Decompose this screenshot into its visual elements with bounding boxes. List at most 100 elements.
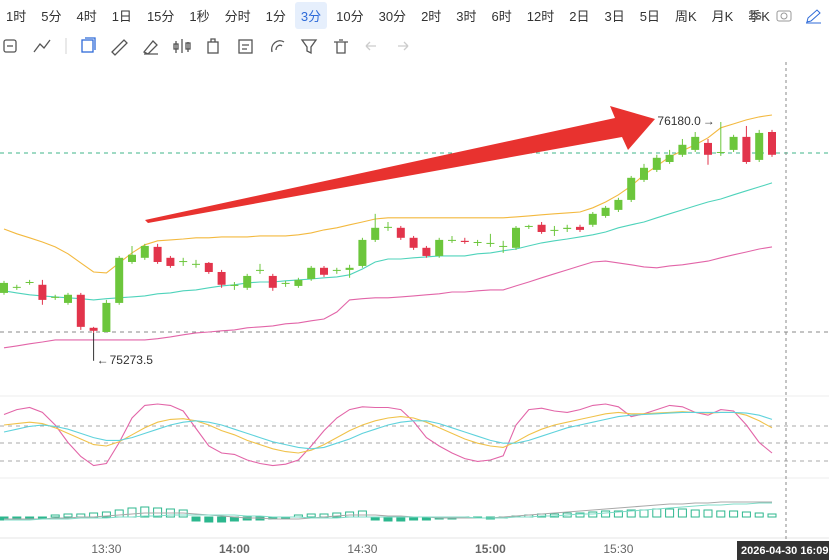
candle-body [576, 226, 584, 230]
histogram-bar [396, 516, 406, 522]
candle-body [230, 284, 239, 286]
candle-body [704, 142, 712, 155]
histogram-bar [677, 508, 687, 518]
interval-button[interactable]: 3时 [456, 8, 477, 24]
candle-body [243, 275, 252, 288]
interval-button[interactable]: 4时 [76, 8, 97, 24]
candle-body [320, 267, 328, 275]
interval-button[interactable]: 2日 [569, 8, 590, 24]
interval-button[interactable]: 3日 [604, 8, 625, 24]
tool-icon[interactable] [207, 38, 219, 54]
tool-icon[interactable] [173, 39, 191, 53]
histogram-bar [741, 511, 751, 518]
histogram-bar [626, 509, 636, 518]
candle-body [140, 245, 149, 258]
candle-body [435, 239, 444, 256]
candle-body [166, 257, 175, 266]
crosshair-label-box [737, 541, 829, 560]
indicator-line [3, 246, 773, 349]
min-label: 75273.5 [110, 353, 154, 367]
indicator-line [3, 411, 773, 450]
tool-icon[interactable] [238, 39, 253, 54]
tool-icon[interactable] [300, 39, 318, 55]
candle-body [524, 225, 533, 227]
max-arrow: → [703, 114, 715, 128]
tool-icon[interactable] [398, 41, 409, 51]
interval-button[interactable]: 3分 [294, 1, 328, 29]
candle-body [640, 167, 648, 180]
histogram-bar [114, 509, 124, 518]
candle-body [396, 227, 405, 238]
camera-icon[interactable] [774, 8, 796, 24]
crosshair-label: 2026-04-30 16:09 [741, 545, 828, 557]
interval-button[interactable]: 30分 [378, 8, 407, 24]
histogram-bar [357, 510, 367, 518]
tool-icon[interactable] [33, 39, 51, 53]
tool-icon[interactable] [111, 39, 128, 56]
candle-body [358, 239, 367, 266]
tool-icon[interactable] [334, 39, 348, 54]
interval-button[interactable]: 1时 [6, 8, 27, 24]
indicator-line [3, 411, 773, 454]
histogram-bar [652, 508, 662, 518]
candle-body [307, 267, 316, 279]
draw-icon[interactable] [804, 8, 824, 24]
candle-body [486, 242, 495, 244]
x-tick-label: 14:00 [219, 542, 250, 556]
tool-icon[interactable] [3, 39, 17, 53]
interval-button[interactable]: 月K [711, 8, 734, 24]
candle-body [460, 240, 469, 242]
tool-icon[interactable] [365, 41, 376, 51]
annotation-arrow [145, 106, 655, 223]
candle-body [153, 246, 162, 262]
interval-button[interactable]: 10分 [336, 8, 364, 24]
tool-bar [3, 37, 409, 56]
candle-body [742, 136, 751, 162]
histogram-bar [613, 510, 623, 518]
candle-body [51, 296, 60, 298]
tool-icon[interactable] [142, 40, 158, 55]
candle-body [588, 213, 597, 225]
candle-body [102, 302, 111, 332]
candle-body [652, 157, 661, 170]
interval-button[interactable]: 季K [748, 8, 770, 24]
speed-button[interactable]: 1s [748, 7, 762, 22]
interval-button[interactable]: 12时 [526, 8, 555, 24]
candle-body [217, 271, 226, 285]
histogram-bar [101, 511, 111, 518]
tool-icon[interactable] [271, 40, 285, 53]
interval-button[interactable]: 周K [674, 8, 697, 24]
marks: 13:30 14:00 14:30 15:00 15:30 76180.0 → ← 75273.… [0, 114, 777, 556]
candle-body [115, 257, 124, 303]
candle-body [12, 286, 21, 288]
interval-button[interactable]: 1秒 [189, 8, 210, 24]
interval-button[interactable]: 2时 [421, 8, 442, 24]
interval-button[interactable]: 15分 [146, 8, 175, 24]
candle-body [537, 224, 546, 232]
candle-body [345, 267, 354, 270]
interval-button[interactable]: 1分 [265, 8, 286, 24]
candle-body [729, 136, 738, 150]
candle-body [64, 294, 72, 303]
candle-body [192, 263, 200, 265]
histogram-bar [754, 512, 764, 518]
histogram-bar [140, 506, 150, 518]
tool-icon[interactable] [81, 37, 96, 53]
indicator-line [4, 502, 772, 521]
candle-body [281, 282, 290, 284]
candle-body [25, 281, 34, 283]
histogram-bar [383, 516, 393, 522]
x-tick-label: 15:30 [603, 542, 633, 556]
histogram-bar [63, 513, 73, 518]
interval-button[interactable]: 5日 [639, 8, 660, 24]
indicator-line [4, 501, 772, 520]
candle-body [268, 275, 277, 288]
candle-body [678, 144, 687, 155]
interval-button[interactable]: 1日 [111, 8, 132, 24]
interval-button[interactable]: 5分 [41, 8, 62, 24]
candle-body [550, 229, 559, 231]
histogram-bar [665, 508, 675, 518]
interval-button[interactable]: 6时 [491, 8, 512, 24]
interval-button[interactable]: 分时 [224, 8, 251, 24]
